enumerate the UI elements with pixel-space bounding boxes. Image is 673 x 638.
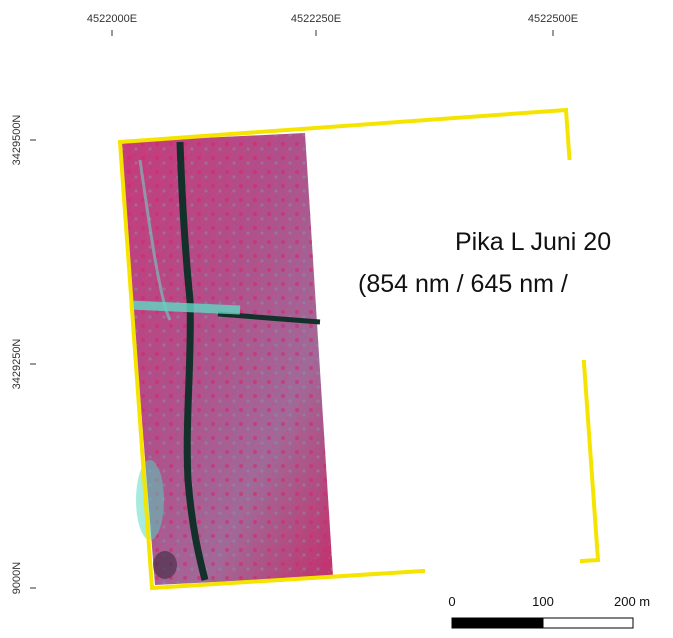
x-coord-label: 4522250E: [291, 13, 341, 25]
scale-label: 0: [448, 594, 455, 609]
x-coord-label: 4522500E: [528, 13, 578, 25]
y-coord-label: 3429250N: [11, 339, 23, 390]
x-coord-label: 4522000E: [87, 13, 137, 25]
scale-label: 100: [532, 594, 554, 609]
map-subtitle: (854 nm / 645 nm /: [358, 270, 568, 298]
map-view: 4522000E 4522250E 4522500E 3429500N 3429…: [0, 0, 673, 638]
satellite-image: [120, 133, 333, 585]
scale-bar: [452, 618, 543, 628]
map: 4522000E 4522250E 4522500E 3429500N 3429…: [0, 0, 673, 638]
legend-backdrop: [412, 160, 673, 360]
scale-bar: [543, 618, 633, 628]
map-title: Pika L Juni 20: [455, 228, 611, 256]
y-coord-label: 9000N: [11, 562, 23, 594]
legend-backdrop: [425, 360, 580, 570]
scale-label: 200 m: [614, 594, 650, 609]
y-coord-label: 3429500N: [11, 115, 23, 166]
